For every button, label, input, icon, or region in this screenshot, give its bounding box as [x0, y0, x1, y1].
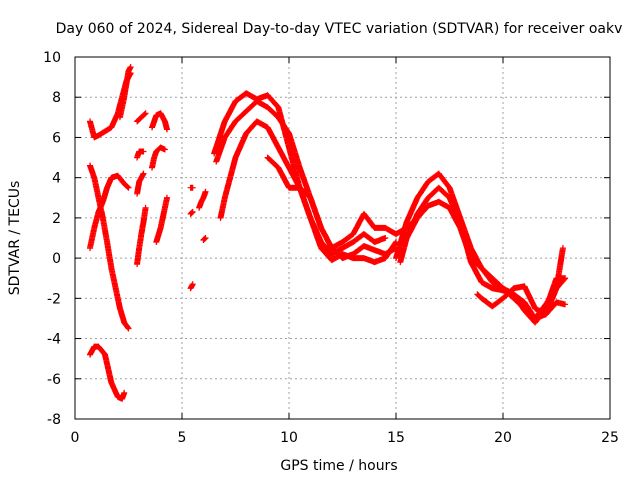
data-points	[264, 154, 421, 252]
y-tick-label: 6	[52, 130, 61, 146]
y-tick-label: 0	[52, 251, 61, 267]
data-points	[474, 283, 569, 318]
data-points	[153, 194, 171, 245]
series-arc-21	[264, 154, 421, 252]
y-tick-labels: -8 -6 -4 -2 0 2 4 6 8 10	[43, 50, 61, 428]
x-tick-label: 15	[387, 430, 405, 446]
series-arc-12	[153, 194, 171, 245]
x-tick-label: 10	[280, 430, 298, 446]
data-points	[187, 208, 196, 217]
chart-title: Day 060 of 2024, Sidereal Day-to-day VTE…	[56, 21, 623, 37]
x-tick-label: 5	[178, 430, 187, 446]
data-points	[187, 184, 196, 191]
y-tick-label: -6	[47, 372, 61, 388]
series-arc-5	[116, 64, 134, 121]
data-points	[87, 172, 132, 252]
series-arc-25	[474, 283, 569, 318]
y-tick-label: 2	[52, 211, 61, 227]
series-arc-11	[149, 110, 171, 133]
y-tick-label: -2	[47, 291, 61, 307]
series-arc-7	[134, 170, 147, 197]
series-arc-14	[187, 208, 196, 217]
data-points	[134, 148, 147, 161]
data-points	[134, 110, 149, 125]
series-arc-8	[134, 148, 147, 161]
data-points	[149, 110, 171, 133]
series-arc-10	[149, 144, 168, 171]
series-arc-17	[200, 235, 209, 243]
x-axis-label: GPS time / hours	[280, 458, 397, 474]
data-points	[87, 343, 128, 402]
series-arc-1	[87, 343, 128, 402]
x-tick-label: 0	[71, 430, 80, 446]
y-tick-label: 4	[52, 171, 61, 187]
y-tick-label: -8	[47, 412, 61, 428]
series-arc-13	[187, 184, 196, 191]
data-points	[134, 204, 149, 268]
y-axis-label: SDTVAR / TECUs	[7, 181, 23, 296]
series-arc-9	[134, 110, 149, 125]
plot-frame	[74, 56, 611, 420]
data-points	[87, 162, 132, 332]
x-tick-label: 25	[601, 430, 619, 446]
y-tick-label: -4	[47, 332, 61, 348]
series-arc-6	[134, 204, 149, 268]
y-tick-label: 10	[43, 50, 61, 66]
data-markers	[87, 64, 569, 402]
data-points	[134, 170, 147, 197]
data-points	[116, 64, 134, 121]
data-points	[187, 281, 196, 292]
data-points	[403, 198, 569, 322]
y-tick-label: 8	[52, 90, 61, 106]
series-arc-15	[187, 281, 196, 292]
series-arc-3	[87, 172, 132, 252]
series-arc-16	[196, 188, 209, 211]
data-points	[200, 235, 209, 243]
data-points	[196, 188, 209, 211]
x-tick-labels: 0 5 10 15 20 25	[71, 430, 619, 446]
series-arc-2	[87, 162, 132, 332]
x-tick-label: 20	[494, 430, 512, 446]
data-points	[149, 144, 168, 171]
series-arc-24	[403, 198, 569, 322]
